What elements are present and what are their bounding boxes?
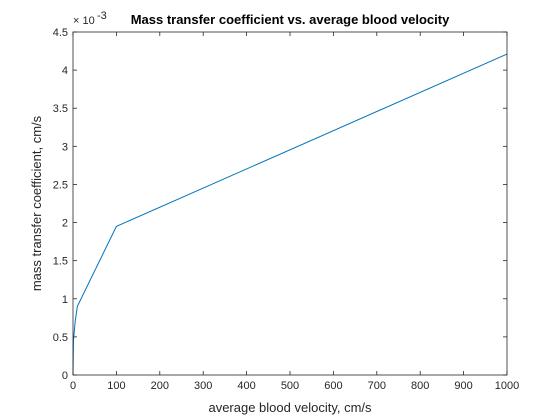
y-tick-label: 4	[62, 65, 68, 77]
chart-title: Mass transfer coefficient vs. average bl…	[131, 12, 450, 27]
y-tick-label: 1	[62, 294, 68, 306]
x-tick-label: 1000	[495, 380, 519, 392]
x-tick-label: 800	[411, 380, 429, 392]
x-tick-label: 700	[368, 380, 386, 392]
y-axis-exponent-power: -3	[97, 10, 107, 22]
x-tick-label: 300	[194, 380, 212, 392]
y-tick-label: 0.5	[53, 332, 68, 344]
x-tick-label: 100	[107, 380, 125, 392]
plot-area-background	[73, 32, 507, 375]
y-tick-label: 2.5	[53, 179, 68, 191]
x-tick-label: 0	[70, 380, 76, 392]
y-tick-label: 1.5	[53, 256, 68, 268]
y-tick-label: 3.5	[53, 103, 68, 115]
x-tick-label: 400	[237, 380, 255, 392]
plot-area-box	[72, 31, 508, 376]
x-tick-label: 200	[151, 380, 169, 392]
y-tick-label: 0	[62, 370, 68, 382]
y-axis-label: mass transfer coefficient, cm/s	[29, 115, 44, 291]
y-tick-label: 2	[62, 218, 68, 230]
y-axis-exponent-base: × 10	[73, 15, 95, 27]
tick-layer: 0 100 200 300 400 500 600 700 800 900 1000 0 0.5 1 1.5…	[53, 27, 520, 392]
y-tick-label: 3	[62, 141, 68, 153]
y-tick-label: 4.5	[53, 27, 68, 39]
x-tick-label: 600	[324, 380, 342, 392]
x-tick-label: 500	[281, 380, 299, 392]
x-tick-label: 900	[454, 380, 472, 392]
x-axis-label: average blood velocity, cm/s	[208, 400, 372, 415]
